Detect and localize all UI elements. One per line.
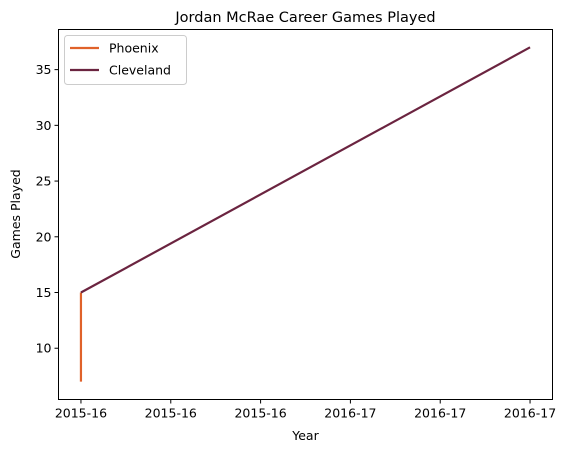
y-tick-label: 10 bbox=[36, 341, 52, 356]
x-tick-label: 2015-16 bbox=[234, 406, 286, 421]
legend: Phoenix Cleveland bbox=[64, 35, 187, 85]
x-tick-label: 2015-16 bbox=[145, 406, 197, 421]
x-axis: 2015-16 2015-16 2015-16 2016-17 2016-17 2016-… bbox=[55, 399, 556, 421]
legend-label-phoenix: Phoenix bbox=[109, 41, 159, 56]
y-axis: 10 15 20 25 30 35 bbox=[36, 62, 59, 356]
chart-title: Jordan McRae Career Games Played bbox=[174, 10, 435, 26]
y-tick-label: 30 bbox=[36, 118, 52, 133]
plot-frame bbox=[58, 29, 553, 400]
y-tick-label: 15 bbox=[36, 285, 52, 300]
x-tick-label: 2016-17 bbox=[504, 406, 556, 421]
legend-label-cleveland: Cleveland bbox=[109, 63, 171, 78]
y-tick-label: 25 bbox=[36, 174, 52, 189]
y-axis-label: Games Played bbox=[8, 169, 23, 258]
x-tick-label: 2016-17 bbox=[414, 406, 466, 421]
y-tick-label: 35 bbox=[36, 62, 52, 77]
series-line-cleveland bbox=[80, 46, 531, 294]
x-axis-label: Year bbox=[291, 428, 319, 443]
plot-area bbox=[79, 46, 531, 382]
x-tick-label: 2015-16 bbox=[55, 406, 107, 421]
x-tick-label: 2016-17 bbox=[324, 406, 376, 421]
y-tick-label: 20 bbox=[36, 229, 52, 244]
